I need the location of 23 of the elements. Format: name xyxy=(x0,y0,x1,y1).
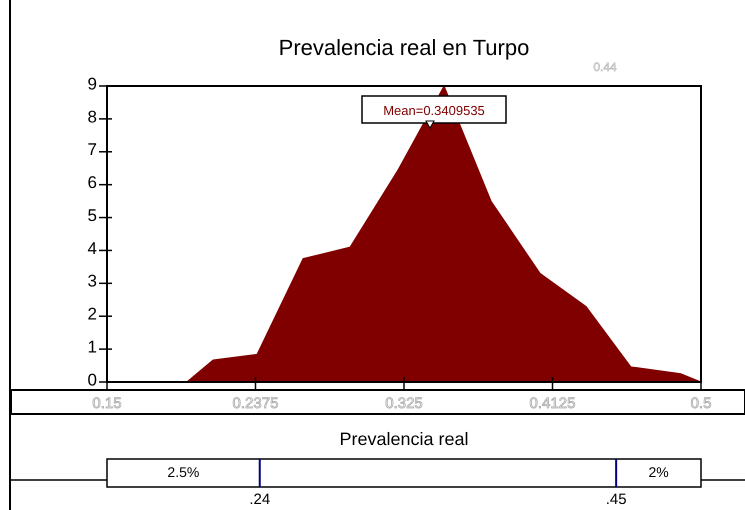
y-tick-label: 0 xyxy=(88,370,97,390)
y-tick-label: 4 xyxy=(88,238,97,258)
y-tick-label: 8 xyxy=(88,107,97,126)
x-axis-title: Prevalencia real xyxy=(339,429,469,449)
ref-line-label: .24 xyxy=(249,491,270,508)
x-tick-label: 0.325 xyxy=(385,395,423,412)
x-tick-label: 0.15 xyxy=(92,395,122,412)
y-tick-label: 5 xyxy=(88,206,97,225)
x-tick-label: 0.2375 xyxy=(232,395,278,412)
x-tick-label: 0.4125 xyxy=(530,395,576,412)
x-tick-label: 0.5 xyxy=(690,395,712,412)
y-tick-label: 1 xyxy=(88,338,97,357)
y-tick-label: 2 xyxy=(88,304,97,324)
annotation: Mean=0.3409535 xyxy=(383,103,485,118)
text: 2.5% xyxy=(167,464,200,480)
chart-title: Prevalencia real en Turpo xyxy=(278,35,530,60)
y-tick-label: 9 xyxy=(88,74,97,94)
text: 2% xyxy=(648,464,669,480)
y-tick-label: 3 xyxy=(88,272,97,291)
ref-line-label: .45 xyxy=(606,491,627,508)
y-tick-label: 7 xyxy=(88,140,97,160)
text: 0.44 xyxy=(593,60,617,74)
y-tick-label: 6 xyxy=(88,173,97,192)
